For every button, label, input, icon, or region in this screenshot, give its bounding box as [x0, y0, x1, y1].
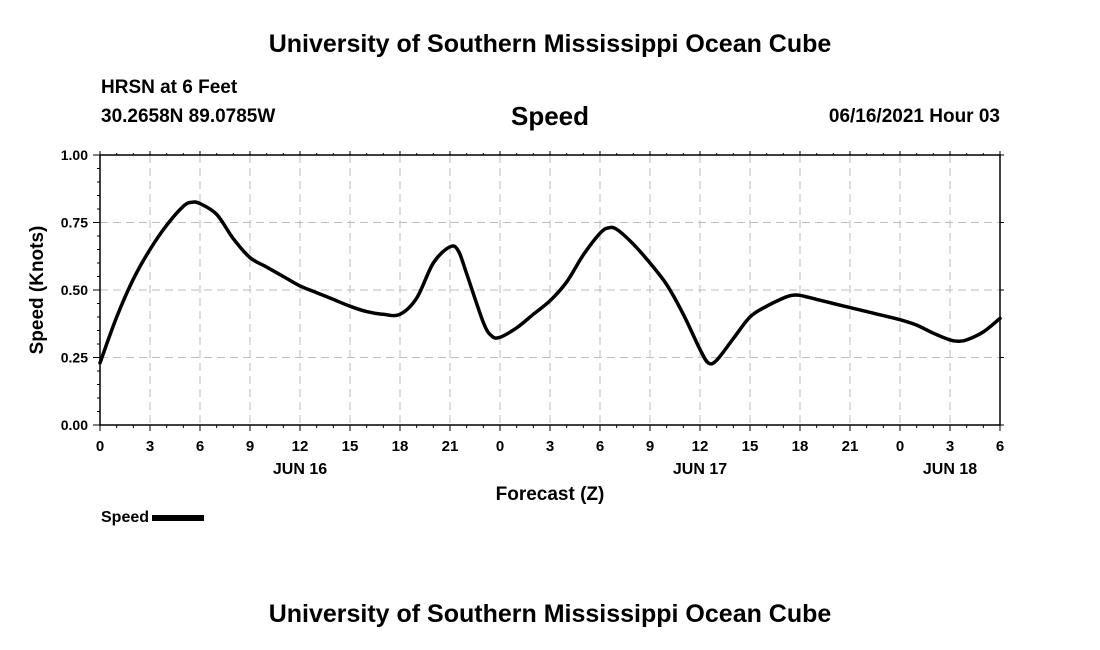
- footer-title: University of Southern Mississippi Ocean…: [268, 600, 832, 628]
- y-tick-label: 0.25: [61, 350, 88, 366]
- page-title: University of Southern Mississippi Ocean…: [268, 30, 832, 58]
- legend: Speed: [101, 509, 205, 527]
- x-tick-label: 3: [146, 438, 154, 455]
- chart-title: Speed: [510, 101, 590, 131]
- x-tick-label: 0: [896, 438, 904, 455]
- legend-swatch: [152, 515, 205, 521]
- x-tick-label: 12: [692, 438, 709, 455]
- y-tick-label: 0.00: [61, 417, 88, 433]
- date-label: JUN 18: [923, 461, 977, 478]
- x-tick-label: 6: [596, 438, 604, 455]
- x-tick-label: 9: [646, 438, 654, 455]
- x-axis-label: Forecast (Z): [496, 484, 605, 505]
- x-tick-label: 21: [442, 438, 459, 455]
- coordinates-label: 30.2658N 89.0785W: [101, 106, 276, 127]
- x-tick-label: 0: [496, 438, 504, 455]
- series-line-speed: [98, 200, 1002, 366]
- date-label: JUN 16: [273, 461, 327, 478]
- x-tick-label: 18: [392, 438, 409, 455]
- x-tick-label: 9: [246, 438, 254, 455]
- tick-labels: 0 3 6 9 12 15 18 21 0 3 6 9 12 15 18 21 0 3 6 0.00 0.25 0.50 0…: [61, 147, 1004, 478]
- axis-ticks: [93, 151, 1004, 431]
- x-tick-label: 6: [996, 438, 1004, 455]
- x-tick-label: 3: [546, 438, 554, 455]
- grid-lines: [100, 155, 1000, 425]
- x-tick-label: 15: [742, 438, 759, 455]
- x-tick-label: 21: [842, 438, 859, 455]
- y-axis-label: Speed (Knots): [27, 226, 48, 355]
- x-tick-label: 0: [96, 438, 104, 455]
- y-tick-label: 0.75: [61, 215, 88, 231]
- timestamp-label: 06/16/2021 Hour 03: [828, 106, 1000, 127]
- series-layer: [98, 200, 1002, 366]
- x-tick-label: 15: [342, 438, 359, 455]
- date-label: JUN 17: [673, 461, 727, 478]
- y-tick-label: 0.50: [61, 282, 88, 298]
- x-tick-label: 6: [196, 438, 204, 455]
- station-label: HRSN at 6 Feet: [101, 77, 238, 98]
- legend-label: Speed: [101, 509, 150, 526]
- x-tick-label: 3: [946, 438, 954, 455]
- x-tick-label: 18: [792, 438, 809, 455]
- plot-frame: [99, 154, 1001, 426]
- x-tick-label: 12: [292, 438, 309, 455]
- y-tick-label: 1.00: [61, 147, 88, 163]
